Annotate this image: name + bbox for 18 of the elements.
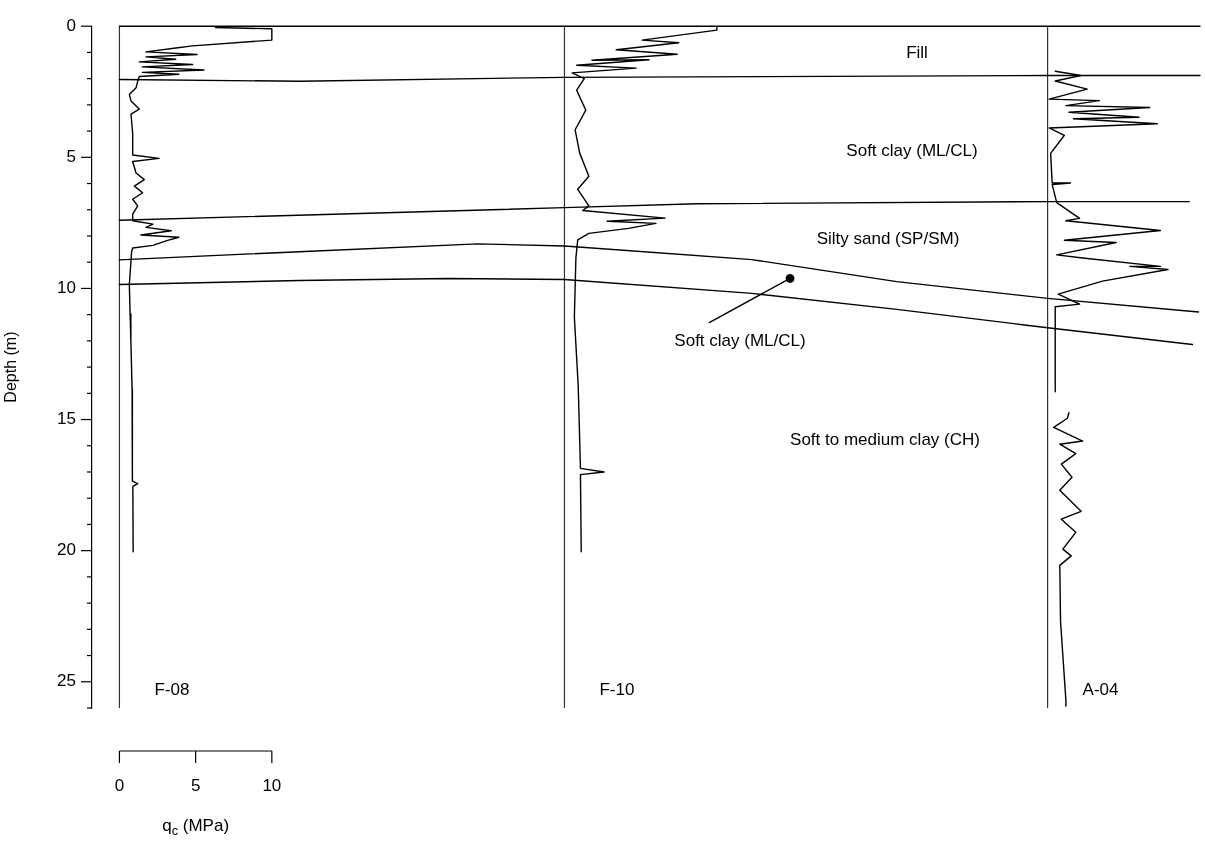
annotation: Soft to medium clay (CH): [790, 429, 980, 449]
y-tick-label: 15: [57, 409, 76, 429]
x-tick-label: 5: [190, 775, 201, 795]
y-tick-label: 0: [66, 15, 76, 35]
y-tick-label: 10: [57, 278, 76, 298]
ref-line-label: F-10: [599, 679, 635, 699]
ref-line-label: A-04: [1082, 679, 1119, 699]
y-tick-label: 25: [57, 671, 76, 691]
ref-line-label: F-08: [154, 679, 190, 699]
x-tick-label: 10: [262, 775, 282, 795]
y-axis-title: Depth (m): [2, 331, 20, 403]
annotation: Soft clay (ML/CL): [846, 140, 978, 160]
y-tick-label: 5: [66, 147, 76, 166]
y-tick-label: 20: [57, 540, 76, 560]
x-tick-label: 0: [114, 775, 125, 795]
annotation: Silty sand (SP/SM): [816, 228, 960, 248]
annotation: Fill: [906, 42, 928, 62]
annotation: Soft clay (ML/CL): [674, 330, 806, 350]
